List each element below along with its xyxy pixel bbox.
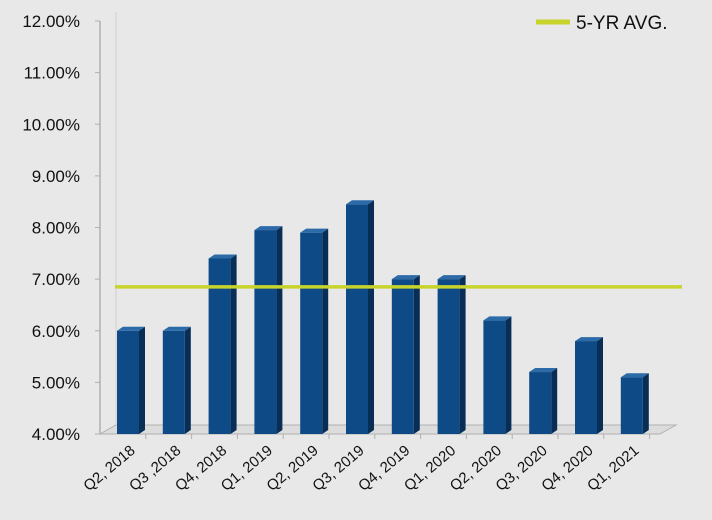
bar-top — [162, 326, 191, 331]
bar-side — [459, 275, 466, 434]
y-tick-label: 11.00% — [24, 64, 80, 83]
bar-top — [117, 326, 145, 331]
bar-top — [300, 228, 329, 233]
legend: 5-YR AVG. — [536, 13, 668, 34]
x-tick-label: Q1, 2021 — [584, 442, 642, 495]
bar — [208, 254, 237, 434]
bar-side — [597, 337, 603, 434]
y-tick-label: 8.00% — [32, 219, 80, 238]
bar-top — [254, 226, 283, 231]
bar-side — [276, 226, 283, 434]
bar-top — [346, 200, 374, 205]
bar-front — [117, 330, 139, 434]
bar — [575, 337, 603, 434]
bar-side — [505, 316, 512, 434]
bar-front — [575, 341, 597, 434]
bar — [620, 373, 649, 434]
bar-side — [642, 373, 649, 434]
y-tick-label: 6.00% — [32, 322, 80, 341]
bar-side — [413, 275, 420, 434]
bar-top — [483, 316, 512, 321]
bar — [391, 275, 420, 434]
y-tick-label: 12.00% — [22, 12, 80, 31]
bar-front — [346, 204, 368, 434]
bar-side — [368, 200, 374, 434]
bar-side — [184, 326, 191, 434]
bar-top — [575, 337, 603, 342]
y-tick-label: 7.00% — [32, 270, 80, 289]
bar-front — [437, 279, 460, 434]
bar — [300, 228, 329, 434]
bar — [483, 316, 512, 434]
y-tick-label: 10.00% — [22, 115, 80, 134]
bar-front — [483, 320, 506, 434]
bar-top — [391, 275, 420, 280]
bar-top — [529, 368, 558, 373]
bar-side — [322, 228, 329, 434]
bar-top — [437, 275, 466, 280]
bar-front — [162, 330, 185, 434]
bar-front — [529, 372, 552, 434]
y-tick-label: 5.00% — [32, 373, 80, 392]
bar-front — [254, 230, 277, 434]
bar-top — [620, 373, 649, 378]
y-tick-label: 9.00% — [32, 167, 80, 186]
bar — [254, 226, 283, 434]
bar-top — [208, 254, 237, 259]
bar — [162, 326, 191, 434]
bar — [346, 200, 374, 434]
bars — [117, 200, 649, 434]
bar-side — [551, 368, 558, 434]
bar-front — [391, 279, 414, 434]
bar-side — [230, 254, 237, 434]
bar — [437, 275, 466, 434]
y-tick-label: 4.00% — [32, 425, 80, 444]
bar — [117, 326, 145, 434]
bar-front — [620, 377, 643, 434]
bar — [529, 368, 558, 434]
bar-front — [300, 232, 323, 434]
bar-front — [208, 258, 231, 434]
bar-side — [139, 326, 145, 434]
legend-label: 5-YR AVG. — [576, 13, 668, 34]
